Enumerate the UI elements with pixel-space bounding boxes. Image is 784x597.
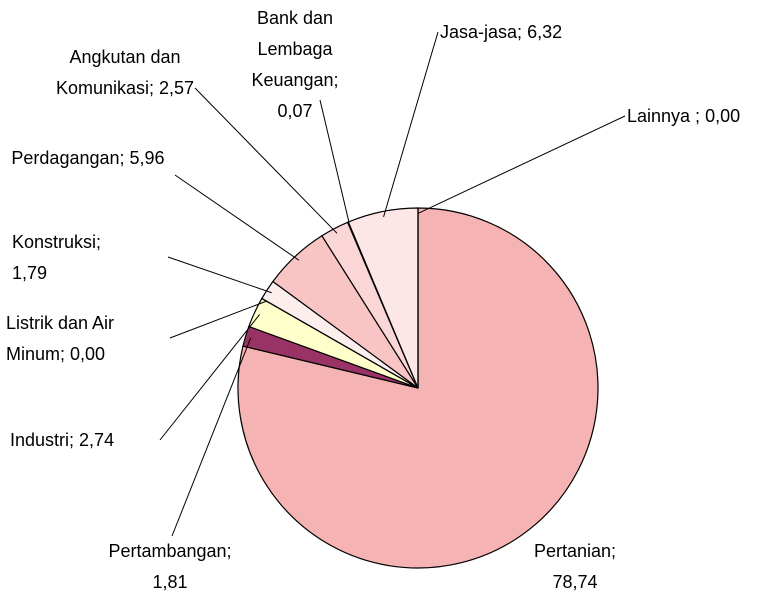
value-label: 6,32 <box>527 22 563 42</box>
category-label: Jasa-jasa; <box>440 22 523 42</box>
pie-slice <box>237 207 599 569</box>
leader-line <box>194 87 338 234</box>
value-label: 1,79 <box>12 263 48 283</box>
leader-line <box>169 300 267 339</box>
slice-label: Konstruksi; 1,79 <box>12 227 132 289</box>
slice-label: Listrik dan Air Minum; 0,00 <box>6 308 156 370</box>
category-label: Lainnya ; <box>627 106 701 126</box>
category-label: Konstruksi; <box>12 232 102 252</box>
value-label: 0,00 <box>70 344 106 364</box>
slice-label: Lainnya ; 0,00 <box>627 101 740 132</box>
value-label: 0,00 <box>705 106 741 126</box>
leader-line <box>174 174 300 261</box>
slice-label: Angkutan dan Komunikasi; 2,57 <box>50 42 200 104</box>
leader-line <box>383 31 439 217</box>
value-label: 78,74 <box>552 572 598 592</box>
slice-label: Pertanian; 78,74 <box>520 536 630 597</box>
value-label: 0,07 <box>277 101 313 121</box>
slice-label: Bank dan Lembaga Keuangan; 0,07 <box>245 3 345 127</box>
category-label: Listrik dan Air Minum; <box>6 313 115 364</box>
category-label: Bank dan Lembaga Keuangan; <box>251 8 339 90</box>
value-label: 1,81 <box>152 572 188 592</box>
category-label: Perdagangan; <box>11 148 125 168</box>
value-label: 5,96 <box>129 148 165 168</box>
slice-label: Pertambangan; 1,81 <box>95 536 245 597</box>
leader-line <box>319 99 351 228</box>
slice-label: Industri; 2,74 <box>10 425 114 456</box>
category-label: Pertambangan; <box>108 541 232 561</box>
value-label: 2,74 <box>79 430 115 450</box>
category-label: Industri; <box>10 430 75 450</box>
leader-line <box>171 337 252 537</box>
leader-line <box>167 256 272 294</box>
leader-line <box>417 115 626 214</box>
category-label: Pertanian; <box>533 541 617 561</box>
category-label: Angkutan dan Komunikasi; <box>55 47 181 98</box>
slice-label: Perdagangan; 5,96 <box>8 143 168 174</box>
value-label: 2,57 <box>159 78 195 98</box>
leader-line <box>159 314 261 441</box>
slice-label: Jasa-jasa; 6,32 <box>440 17 562 48</box>
